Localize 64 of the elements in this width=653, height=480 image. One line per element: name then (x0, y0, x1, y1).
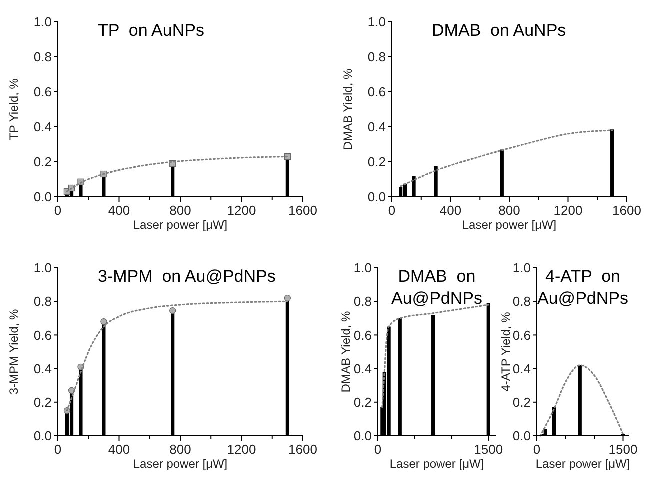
y-tick-label: 1.0 (34, 260, 52, 276)
y-axis-title: DMAB Yield, % (339, 310, 353, 393)
chart-title: 3-MPM on Au@PdNPs (98, 267, 276, 286)
text: DMAB on Au@PdNPs (392, 267, 482, 308)
y-tick-label: 0.2 (512, 394, 531, 410)
y-tick-label: 0.0 (512, 428, 531, 444)
x-tick-label: 400 (108, 203, 130, 218)
x-tick-label: 800 (170, 203, 192, 218)
y-axis-title: 3-MPM Yield, % (7, 308, 21, 395)
y-tick-label: 0.8 (368, 50, 386, 65)
x-axis-title: Laser power [μW] (133, 457, 228, 471)
y-tick-label: 0.4 (354, 361, 372, 376)
chart-title: DMAB on AuNPs (432, 21, 566, 40)
y-tick-label: 0.6 (354, 328, 372, 343)
x-tick-label: 800 (498, 203, 520, 218)
x-axis-title: Laser power [μW] (390, 457, 484, 471)
y-tick-label: 0.0 (34, 190, 52, 205)
y-tick-label: 0.8 (354, 294, 372, 310)
y-tick-label: 0.6 (34, 328, 52, 343)
x-tick-label: 1200 (227, 442, 256, 457)
x-tick-label: 400 (108, 442, 130, 457)
x-tick-label: 0 (388, 203, 396, 218)
x-axis-title: Laser power [μW] (536, 457, 630, 471)
x-tick-label: 800 (170, 442, 192, 457)
y-tick-label: 0.0 (34, 428, 52, 444)
x-tick-label: 1600 (612, 203, 642, 218)
y-tick-label: 0.6 (368, 84, 386, 100)
y-tick-label: 0.2 (34, 394, 52, 410)
x-tick-label: 1200 (554, 203, 583, 218)
y-tick-label: 1.0 (512, 260, 531, 276)
y-tick-label: 1.0 (368, 14, 386, 30)
y-tick-label: 0.4 (34, 361, 52, 376)
x-tick-label: 1600 (288, 203, 318, 218)
y-tick-label: 0.0 (354, 428, 372, 444)
x-tick-label: 1500 (474, 442, 504, 457)
y-tick-label: 1.0 (34, 14, 52, 30)
y-tick-label: 0.8 (512, 294, 531, 310)
x-axis-title: Laser power [μW] (462, 218, 557, 232)
x-tick-label: 1600 (288, 442, 318, 457)
y-axis-title: 4-ATP Yield, % (499, 312, 513, 392)
y-tick-label: 0.4 (512, 361, 531, 376)
chart-title: TP on AuNPs (98, 21, 204, 40)
y-tick-label: 0.2 (354, 394, 372, 410)
y-axis-title: TP Yield, % (7, 78, 21, 140)
x-tick-label: 0 (54, 203, 62, 218)
y-tick-label: 0.8 (34, 294, 52, 310)
y-tick-label: 0.2 (368, 154, 386, 170)
y-tick-label: 0.2 (34, 154, 52, 170)
x-tick-label: 1200 (227, 203, 256, 218)
x-axis-title: Laser power [μW] (133, 218, 228, 232)
y-tick-label: 0.4 (368, 120, 386, 135)
x-tick-label: 400 (440, 203, 462, 218)
y-tick-label: 0.0 (368, 190, 386, 205)
y-tick-label: 0.8 (34, 50, 52, 65)
x-tick-label: 0 (374, 442, 382, 457)
y-tick-label: 0.6 (512, 328, 531, 343)
x-tick-label: 0 (533, 442, 541, 457)
y-tick-label: 0.4 (34, 120, 52, 135)
text: 4-ATP on Au@PdNPs (538, 267, 628, 308)
x-tick-label: 1500 (608, 442, 638, 457)
x-tick-label: 0 (54, 442, 62, 457)
y-tick-label: 0.6 (34, 84, 52, 100)
y-tick-label: 1.0 (354, 260, 372, 276)
y-axis-title: DMAB Yield, % (341, 68, 355, 150)
